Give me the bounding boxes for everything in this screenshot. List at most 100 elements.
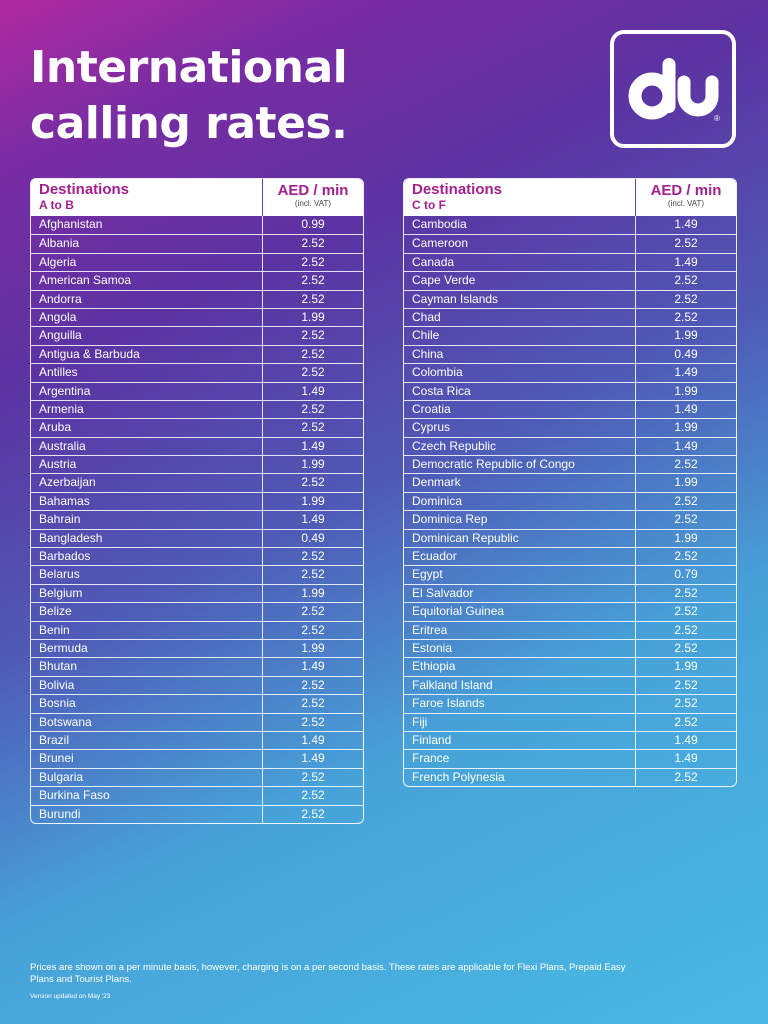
table-row: Czech Republic 1.49 <box>404 436 736 456</box>
rate-value: 1.49 <box>301 383 325 398</box>
table-row: France 1.49 <box>404 749 736 768</box>
destination-name: Austria <box>31 456 263 474</box>
destination-name: Anguilla <box>31 327 263 345</box>
table-row: Brazil 1.49 <box>31 730 363 750</box>
table-row: Armenia 2.52 <box>31 399 363 419</box>
rate-value: 2.52 <box>301 328 325 343</box>
rate-value: 2.52 <box>674 696 698 711</box>
rate-value: 2.52 <box>674 273 698 288</box>
table-row: Brunei 1.49 <box>31 749 363 768</box>
destination-name: Brunei <box>31 750 263 768</box>
rate-value: 2.52 <box>674 714 698 729</box>
rate-value: 1.49 <box>301 438 325 453</box>
table-row: Canada 1.49 <box>404 252 736 272</box>
destination-name: Antigua & Barbuda <box>31 345 263 364</box>
version-note: Version updated on May '23 <box>30 993 111 1000</box>
table-row: Barbados 2.52 <box>31 547 363 566</box>
rate-value: 2.52 <box>301 420 325 435</box>
rate-header: AED / min (incl. VAT) <box>636 179 736 216</box>
table-row: Aruba 2.52 <box>31 418 363 437</box>
table-row: Bermuda 1.99 <box>31 638 363 658</box>
destination-name: Cyprus <box>404 419 636 437</box>
rate-value: 2.52 <box>674 291 698 306</box>
destination-name: Chad <box>404 308 636 327</box>
table-row: Anguilla 2.52 <box>31 326 363 345</box>
table-row: Finland 1.49 <box>404 730 736 750</box>
table-row: Botswana 2.52 <box>31 712 363 731</box>
destination-name: Bolivia <box>31 676 263 695</box>
rate-value: 2.52 <box>674 236 698 251</box>
rate-value: 2.52 <box>301 604 325 619</box>
table-row: Falkland Island 2.52 <box>404 675 736 695</box>
rate-value: 1.49 <box>674 732 698 747</box>
destination-name: Cambodia <box>404 216 636 235</box>
destination-name: Colombia <box>404 364 636 382</box>
rate-value: 2.52 <box>301 475 325 490</box>
table-row: Eritrea 2.52 <box>404 620 736 639</box>
rate-value: 2.52 <box>301 696 325 711</box>
destination-name: Bulgaria <box>31 768 263 787</box>
destination-name: Bosnia <box>31 695 263 713</box>
rate-value: 1.49 <box>674 401 698 416</box>
rate-value: 1.99 <box>301 493 325 508</box>
rate-value: 2.52 <box>301 365 325 380</box>
rate-value: 2.52 <box>674 493 698 508</box>
table-row: Benin 2.52 <box>31 620 363 639</box>
table-row: American Samoa 2.52 <box>31 271 363 290</box>
destination-name: Faroe Islands <box>404 695 636 713</box>
rate-value: 1.99 <box>674 328 698 343</box>
table-body: Cambodia 1.49 Cameroon 2.52 Canada 1.49 Cape V… <box>404 216 736 787</box>
destination-name: Argentina <box>31 382 263 400</box>
rate-value: 1.99 <box>301 640 325 655</box>
table-row: Albania 2.52 <box>31 234 363 253</box>
destination-name: Croatia <box>404 400 636 419</box>
rate-value: 2.52 <box>674 309 698 324</box>
table-row: Azerbaijan 2.52 <box>31 473 363 492</box>
rate-header: AED / min (incl. VAT) <box>263 179 363 216</box>
table-header: Destinations C to F AED / min (incl. VAT… <box>404 179 736 216</box>
destination-name: Eritrea <box>404 621 636 639</box>
destinations-label: Destinations <box>39 181 130 198</box>
table-row: Algeria 2.52 <box>31 252 363 272</box>
table-row: Costa Rica 1.99 <box>404 381 736 400</box>
rates-table-c-to-f: Destinations C to F AED / min (incl. VAT… <box>403 178 737 788</box>
rate-value: 2.52 <box>301 788 325 803</box>
destination-name: Andorra <box>31 290 263 308</box>
destination-name: Benin <box>31 621 263 639</box>
rate-value: 2.52 <box>301 677 325 692</box>
rate-value: 2.52 <box>301 236 325 251</box>
rate-value: 2.52 <box>301 291 325 306</box>
rate-value: 2.52 <box>674 604 698 619</box>
destination-name: China <box>404 345 636 364</box>
destination-name: Albania <box>31 235 263 253</box>
rate-value: 2.52 <box>301 273 325 288</box>
destination-name: Barbados <box>31 548 263 566</box>
rate-value: 2.52 <box>674 640 698 655</box>
destination-name: Belize <box>31 603 263 621</box>
table-row: Belarus 2.52 <box>31 565 363 584</box>
rate-value: 1.49 <box>301 751 325 766</box>
rate-value: 2.52 <box>301 769 325 784</box>
registered-mark: ® <box>714 114 720 123</box>
table-row: Ecuador 2.52 <box>404 547 736 566</box>
destination-name: Cameroon <box>404 235 636 253</box>
destination-name: Belarus <box>31 566 263 584</box>
destination-name: Canada <box>404 253 636 272</box>
table-row: Denmark 1.99 <box>404 473 736 492</box>
rate-value: 2.52 <box>301 346 325 361</box>
destination-name: Fiji <box>404 713 636 731</box>
du-logo: ® <box>610 30 736 148</box>
destination-name: Botswana <box>31 713 263 731</box>
table-row: Bahrain 1.49 <box>31 510 363 529</box>
destination-name: Bangladesh <box>31 529 263 548</box>
rate-value: 2.52 <box>301 806 325 821</box>
destination-name: Dominica <box>404 492 636 511</box>
table-row: Croatia 1.49 <box>404 399 736 419</box>
destination-name: Finland <box>404 731 636 750</box>
table-row: Dominica Rep 2.52 <box>404 510 736 529</box>
table-body: Afghanistan 0.99 Albania 2.52 Algeria 2.52 Ame… <box>31 216 363 823</box>
rate-value: 1.99 <box>301 457 325 472</box>
rate-value: 2.52 <box>674 585 698 600</box>
page-title: International calling rates. <box>30 42 348 149</box>
table-row: Fiji 2.52 <box>404 712 736 731</box>
